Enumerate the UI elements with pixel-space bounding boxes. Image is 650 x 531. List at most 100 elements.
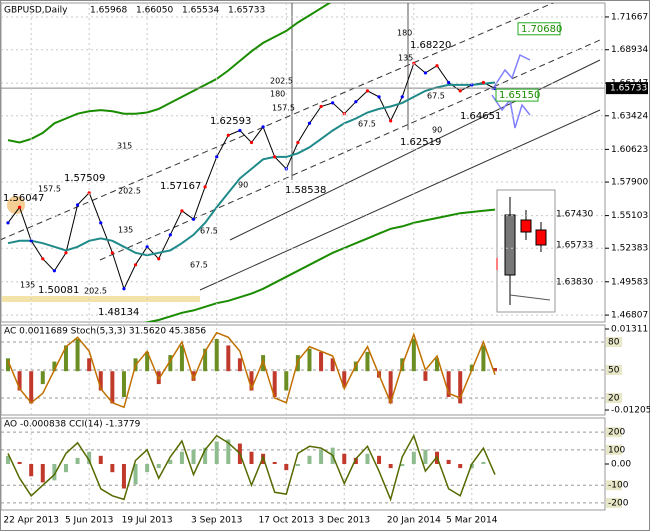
histogram-bar bbox=[481, 345, 486, 372]
target-box bbox=[495, 88, 539, 102]
histogram-bar bbox=[295, 464, 300, 467]
price-point bbox=[261, 125, 265, 129]
annotation: 315 bbox=[117, 142, 132, 151]
histogram-bar bbox=[191, 449, 196, 464]
annotation: 1.50081 bbox=[38, 285, 79, 296]
price-point bbox=[41, 257, 45, 261]
target-box bbox=[517, 22, 561, 36]
level-box bbox=[606, 427, 622, 438]
annotation: 157.5 bbox=[38, 185, 61, 194]
x-tick-label: 22 Apr 2013 bbox=[3, 516, 59, 526]
histogram-bar bbox=[63, 464, 68, 473]
y2-tick-label: 100 bbox=[608, 445, 625, 455]
annotation: 202.5 bbox=[118, 187, 141, 196]
price-point bbox=[99, 221, 103, 225]
histogram-bar bbox=[17, 371, 22, 391]
price-point bbox=[307, 121, 312, 125]
annotation: 67.5 bbox=[190, 261, 208, 270]
histogram-bar bbox=[319, 449, 324, 464]
y2-tick-label: 80 bbox=[608, 337, 620, 347]
price-point bbox=[215, 155, 219, 159]
main-panel bbox=[0, 2, 606, 323]
histogram-bar bbox=[388, 371, 393, 404]
histogram-bar bbox=[40, 464, 45, 483]
histogram-bar bbox=[400, 464, 405, 467]
annotation: 90 bbox=[432, 126, 442, 135]
inset-tick-label: 1.65733 bbox=[556, 241, 593, 251]
annotation: 1.57509 bbox=[64, 173, 105, 184]
panel-label: AC 0.0011689 Stoch(5,3,3) 31.5620 45.385… bbox=[4, 327, 206, 337]
annotation: 135 bbox=[20, 281, 35, 290]
price-point bbox=[75, 203, 80, 207]
price-point bbox=[145, 245, 149, 249]
histogram-bar bbox=[6, 455, 10, 464]
x-tick-label: 5 Mar 2014 bbox=[446, 516, 498, 526]
histogram-bar bbox=[17, 461, 22, 464]
annotation: 1.68220 bbox=[410, 40, 451, 51]
plot-group bbox=[1, 3, 605, 322]
histogram-bar bbox=[145, 351, 150, 372]
histogram-bar bbox=[168, 355, 173, 372]
target-label: 1.65150 bbox=[499, 90, 540, 101]
histogram-bar bbox=[481, 461, 486, 464]
annotation: 202.5 bbox=[270, 77, 293, 86]
level-box bbox=[606, 336, 622, 347]
annotation: 135 bbox=[398, 54, 413, 63]
histogram-bar bbox=[110, 371, 115, 404]
histogram-bar bbox=[342, 453, 347, 464]
annotation: 180 bbox=[270, 90, 285, 99]
annotation: 1.57167 bbox=[160, 181, 201, 192]
y-tick-label: 1.57900 bbox=[611, 178, 648, 188]
histogram-bar bbox=[203, 348, 208, 372]
x-tick-label: 19 Jul 2013 bbox=[122, 516, 173, 526]
price-point bbox=[458, 89, 462, 93]
level-box bbox=[606, 393, 622, 404]
histogram-bar bbox=[40, 371, 45, 385]
ohlc-value: 1.65534 bbox=[182, 6, 219, 16]
annotation: 157.5 bbox=[272, 104, 295, 113]
price-point bbox=[87, 191, 91, 195]
y-tick-label: -0.01205 bbox=[611, 406, 650, 416]
histogram-bar bbox=[284, 464, 289, 471]
histogram-bar bbox=[423, 371, 428, 381]
histogram-bar bbox=[307, 455, 312, 464]
y2-tick-label: -100 bbox=[608, 481, 629, 491]
histogram-bar bbox=[272, 461, 277, 464]
price-point bbox=[354, 100, 358, 104]
histogram-bar bbox=[446, 371, 451, 397]
annotation: 67.5 bbox=[200, 227, 218, 236]
plot-group bbox=[1, 431, 605, 504]
price-point bbox=[180, 209, 184, 213]
x-tick-label: 3 Sep 2013 bbox=[191, 516, 242, 526]
histogram-bar bbox=[330, 358, 335, 372]
price-point bbox=[447, 80, 451, 85]
inset-tick-label: 1.67430 bbox=[556, 210, 593, 220]
price-point bbox=[191, 217, 196, 221]
level-box bbox=[606, 365, 622, 375]
price-point bbox=[319, 104, 323, 109]
price-point bbox=[29, 239, 33, 243]
price-point bbox=[249, 140, 254, 145]
price-point bbox=[6, 221, 10, 225]
price-point bbox=[52, 269, 56, 273]
level-box bbox=[606, 497, 622, 508]
price-point bbox=[400, 95, 404, 99]
histogram-bar bbox=[63, 345, 68, 372]
histogram-bar bbox=[226, 345, 231, 372]
histogram-bar bbox=[29, 371, 34, 404]
oscillator-line bbox=[7, 331, 496, 409]
price-point bbox=[377, 95, 381, 99]
price-point bbox=[64, 251, 68, 255]
histogram-bar bbox=[203, 447, 208, 464]
y-tick-label: 1.60623 bbox=[611, 145, 648, 155]
ohlc-value: 1.65968 bbox=[90, 6, 127, 16]
histogram-bar bbox=[446, 459, 451, 464]
price-point bbox=[17, 205, 22, 209]
price-point bbox=[296, 140, 300, 145]
annotation: 1.62593 bbox=[210, 116, 251, 127]
x-tick-label: 17 Oct 2013 bbox=[258, 516, 314, 526]
annotation: 1.58538 bbox=[285, 185, 326, 196]
x-tick-label: 5 Jun 2013 bbox=[65, 516, 113, 526]
histogram-bar bbox=[52, 361, 57, 372]
histogram-bar bbox=[249, 451, 254, 464]
